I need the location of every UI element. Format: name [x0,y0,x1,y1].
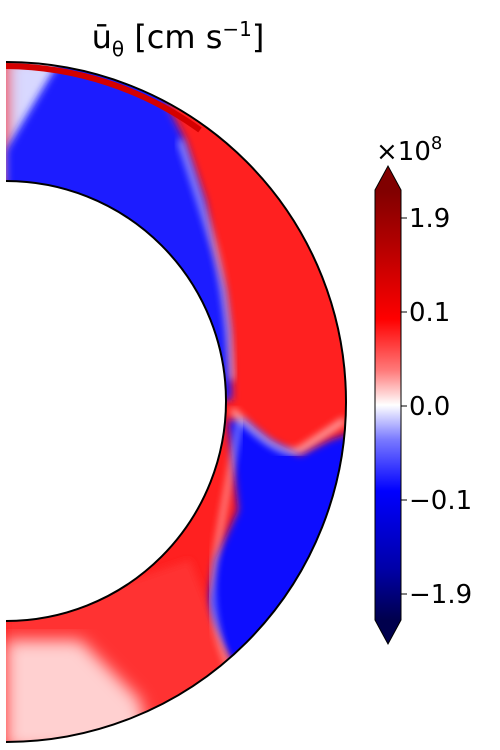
colorbar-body [375,190,401,620]
region-bottom-pole [6,640,150,742]
title-close: ] [252,18,264,56]
region-negative-upper [6,62,232,400]
title-symbol: ū [92,18,112,56]
colorbar-multiplier: ×108 [376,133,442,167]
boundary-streak-mid [230,408,346,455]
outer-rim-streak [6,63,202,133]
colorbar: ×108 1.9 0.1 0.0 −0.1 −1.9 [374,133,472,646]
colorbar-extend-bottom [375,620,401,644]
multiplier-base: ×10 [376,137,431,167]
title-unit: [cm s [124,18,222,56]
boundary-streak-upper [178,139,234,381]
tick-label: 1.9 [409,204,450,234]
velocity-field [6,62,346,742]
tick-label: −1.9 [409,580,472,610]
tick-label: −0.1 [409,486,472,516]
annulus-outline [5,61,347,743]
multiplier-exponent: 8 [431,133,442,154]
colorbar-outline [374,164,402,646]
colorbar-extend-top [375,166,401,190]
chart-title: ūθ [cm s−1] [92,17,265,61]
tick-label: 0.0 [409,392,450,422]
colorbar-ticks: 1.9 0.1 0.0 −0.1 −1.9 [401,204,472,610]
boundary-streak-lower [210,419,242,671]
title-power: −1 [222,17,251,41]
title-subscript: θ [112,37,124,61]
tick-label: 0.1 [409,298,450,328]
